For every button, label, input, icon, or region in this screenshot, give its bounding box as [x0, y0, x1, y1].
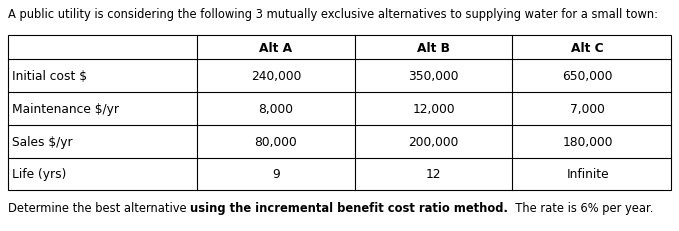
Text: The rate is 6% per year.: The rate is 6% per year.	[509, 201, 654, 214]
Text: 200,000: 200,000	[408, 135, 459, 148]
Text: 650,000: 650,000	[562, 70, 613, 83]
Text: 180,000: 180,000	[562, 135, 613, 148]
Text: 12,000: 12,000	[412, 102, 455, 115]
Text: Life (yrs): Life (yrs)	[12, 168, 67, 181]
Text: Alt C: Alt C	[571, 41, 604, 54]
Text: using the incremental benefit cost ratio method.: using the incremental benefit cost ratio…	[190, 201, 509, 214]
Text: A public utility is considering the following 3 mutually exclusive alternatives : A public utility is considering the foll…	[8, 8, 658, 21]
Text: 240,000: 240,000	[251, 70, 301, 83]
Bar	[8, 36, 671, 191]
Text: Sales $/yr: Sales $/yr	[12, 135, 73, 148]
Text: 350,000: 350,000	[408, 70, 459, 83]
Text: 8,000: 8,000	[259, 102, 293, 115]
Text: Initial cost $: Initial cost $	[12, 70, 87, 83]
Text: 80,000: 80,000	[255, 135, 297, 148]
Text: 12: 12	[426, 168, 441, 181]
Text: Determine the best alternative: Determine the best alternative	[8, 201, 190, 214]
Text: Maintenance $/yr: Maintenance $/yr	[12, 102, 120, 115]
Text: Infinite: Infinite	[566, 168, 609, 181]
Text: Alt A: Alt A	[259, 41, 293, 54]
Text: 9: 9	[272, 168, 280, 181]
Text: 7,000: 7,000	[570, 102, 605, 115]
Text: Alt B: Alt B	[417, 41, 450, 54]
